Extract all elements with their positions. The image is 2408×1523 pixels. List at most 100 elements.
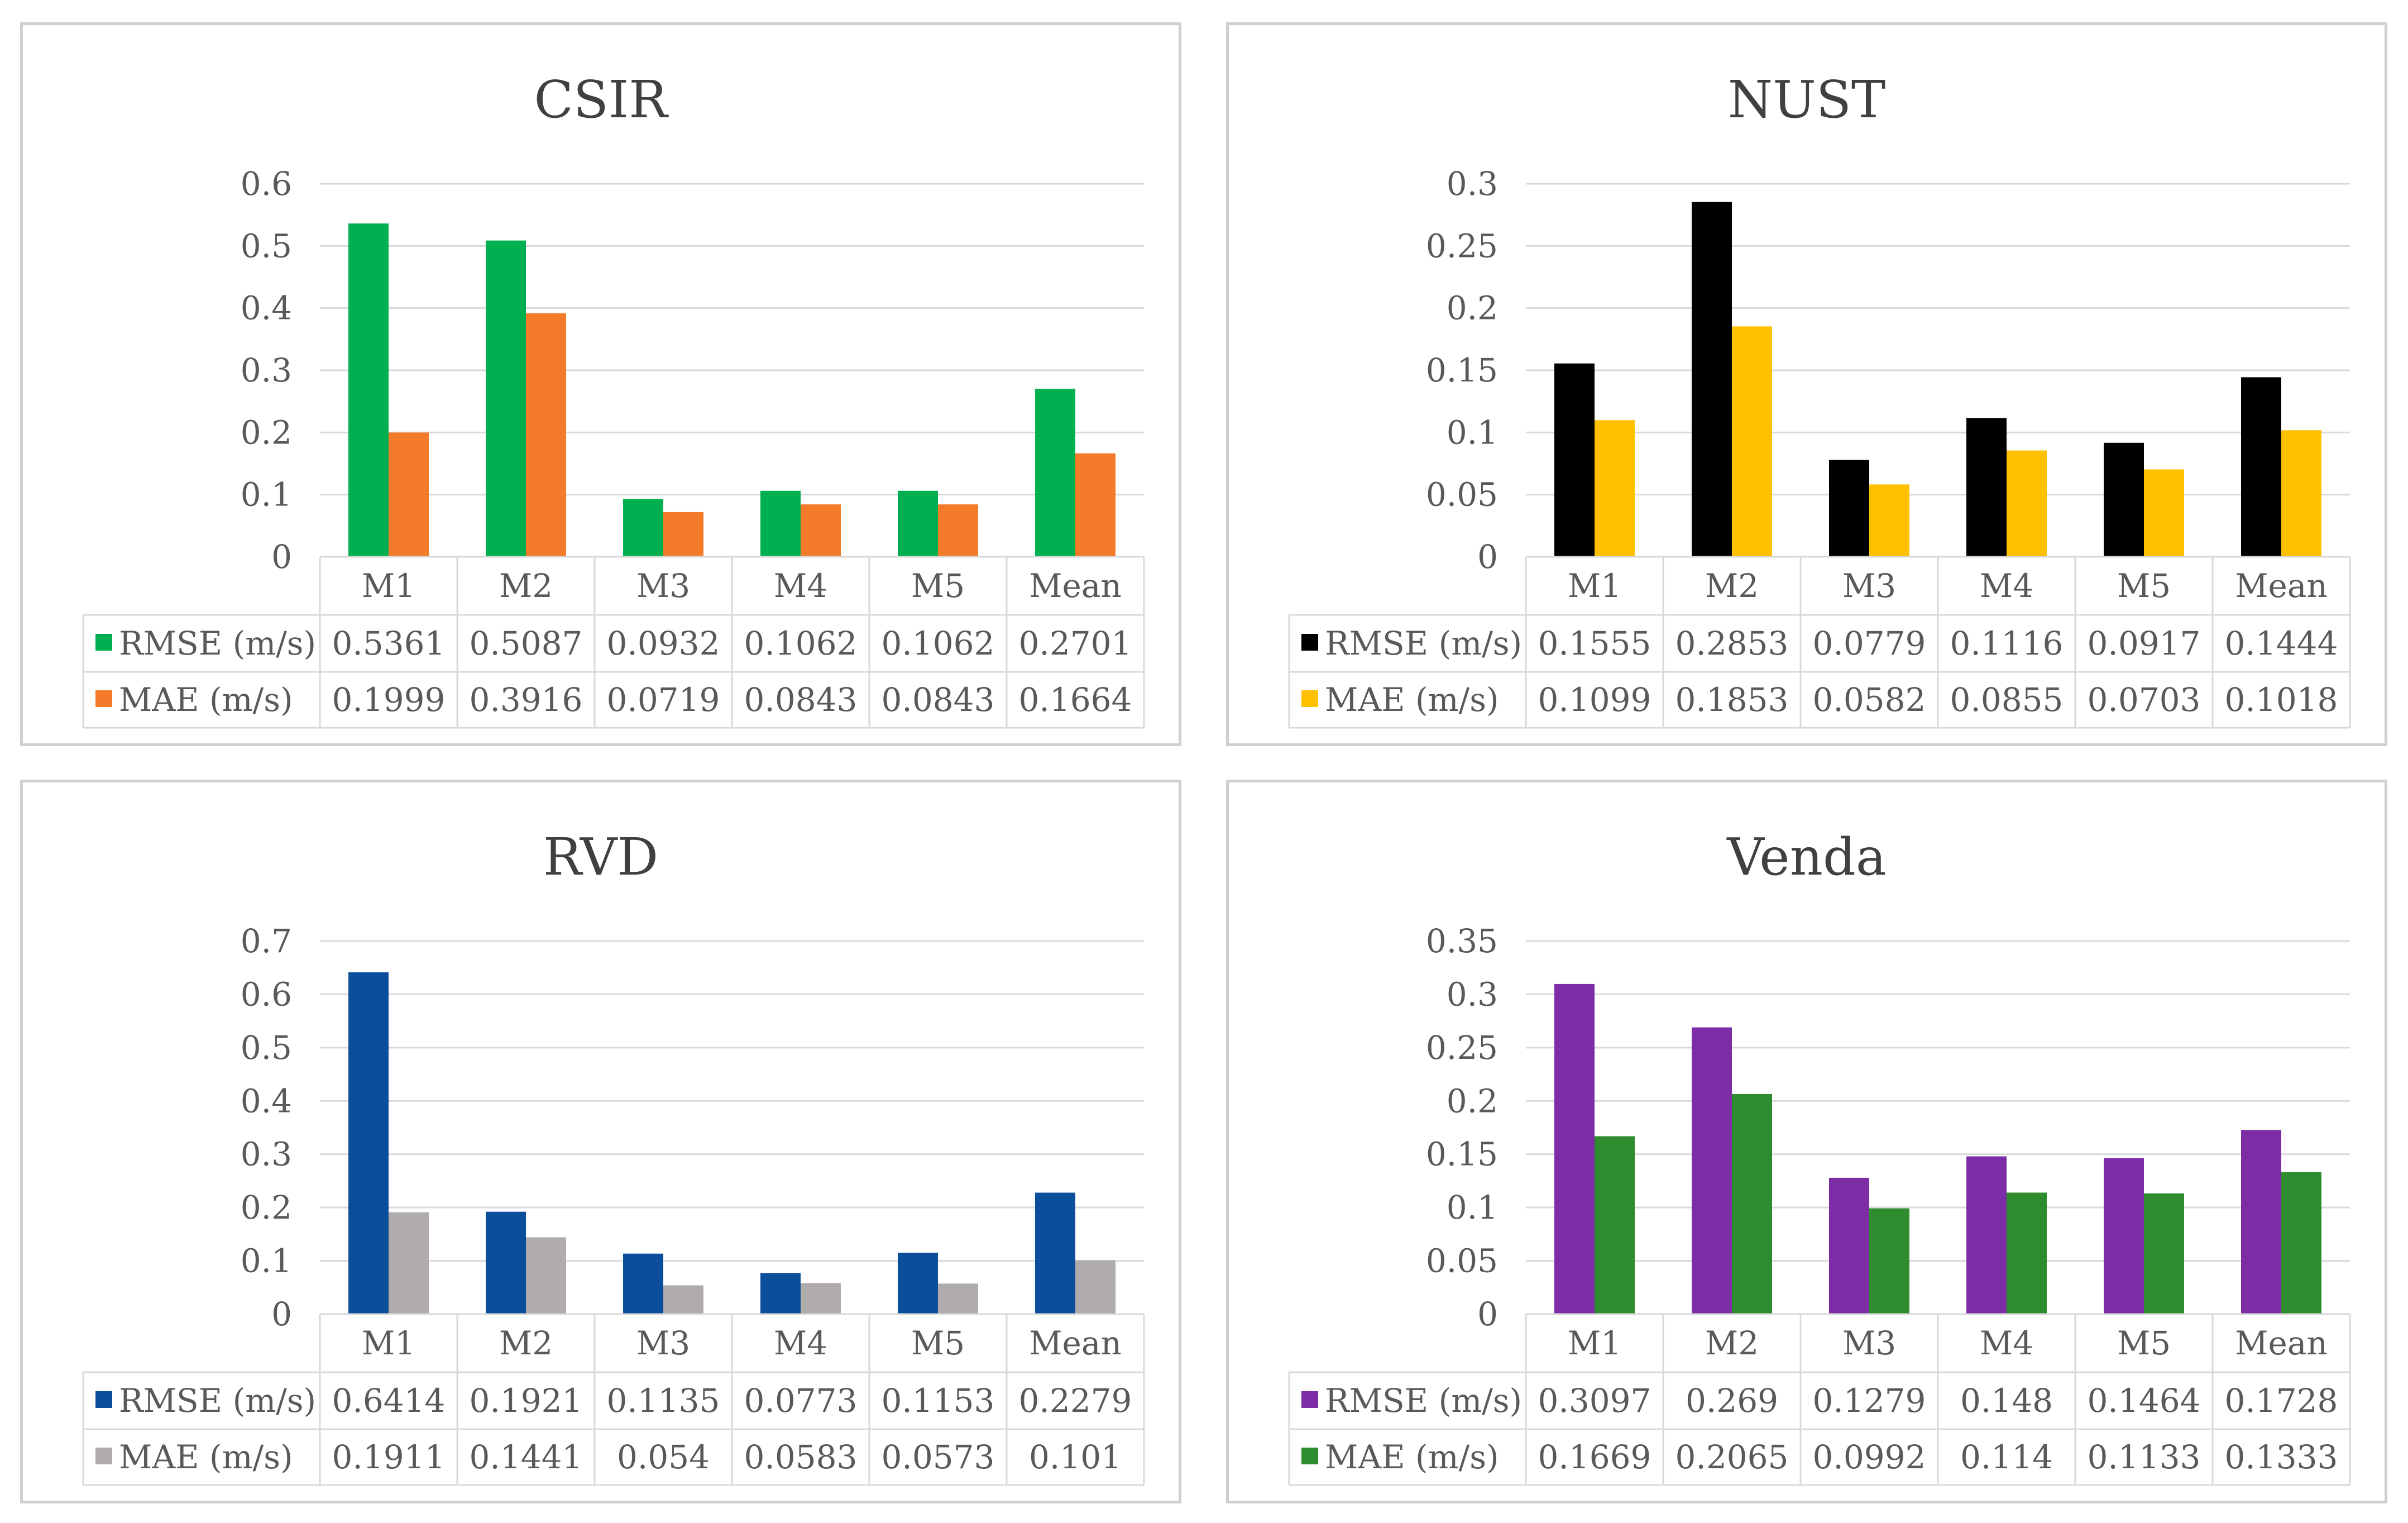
- bar-mae-mean: [1075, 453, 1116, 557]
- category-label: M2: [499, 567, 553, 605]
- y-tick-label: 0.6: [241, 975, 292, 1013]
- chart-svg-nust: NUST 0 0.05 0.1 0.15 0.2 0.25 0.3 M1 M2 M3 M4 M5 Mean…: [1288, 70, 2351, 729]
- y-tick-label: 0.2: [1447, 289, 1498, 327]
- bar-rmse-m5: [898, 490, 938, 557]
- legend-key-rmse: [95, 1391, 112, 1408]
- bar-mae-m5: [938, 504, 978, 557]
- legend-key-mae: [95, 1448, 112, 1464]
- data-value-label: 0.1116: [1950, 624, 2064, 662]
- legend-label: RMSE (m/s): [1325, 1382, 1522, 1420]
- chart-panel-nust: NUST 0 0.05 0.1 0.15 0.2 0.25 0.3 M1 M2 M3 M4 M5 Mean…: [1226, 22, 2387, 746]
- y-tick-label: 0.3: [1447, 975, 1498, 1013]
- category-label: M4: [774, 1324, 827, 1362]
- data-value-label: 0.0932: [607, 624, 720, 662]
- y-tick-label: 0.4: [241, 1082, 292, 1120]
- y-tick-label: 0.15: [1426, 351, 1498, 389]
- category-label: M2: [1705, 1324, 1759, 1362]
- legend-label: RMSE (m/s): [1325, 624, 1522, 662]
- data-value-label: 0.0582: [1813, 681, 1926, 719]
- bar-rmse-m3: [1829, 460, 1869, 557]
- bar-rmse-mean: [2241, 1130, 2281, 1314]
- y-tick-label: 0.3: [1447, 165, 1498, 203]
- data-value-label: 0.1555: [1538, 624, 1651, 662]
- bar-mae-m3: [1869, 1208, 1909, 1314]
- bar-rmse-m3: [623, 1253, 663, 1314]
- bar-mae-m1: [389, 1212, 429, 1314]
- data-value-label: 0.1062: [744, 624, 858, 662]
- category-label: M3: [636, 1324, 690, 1362]
- bar-rmse-m4: [1966, 1156, 2007, 1314]
- legend-key-rmse: [95, 634, 112, 651]
- legend-key-mae: [1301, 1448, 1318, 1464]
- legend-key-mae: [95, 690, 112, 707]
- data-value-label: 0.1279: [1813, 1382, 1926, 1420]
- legend-label: MAE (m/s): [119, 681, 293, 719]
- y-tick-label: 0.35: [1426, 922, 1498, 960]
- category-label: M2: [499, 1324, 553, 1362]
- y-tick-label: 0.2: [1447, 1082, 1498, 1120]
- data-value-label: 0.1018: [2225, 681, 2338, 719]
- bar-mae-m1: [389, 432, 429, 557]
- category-label: M5: [911, 1324, 965, 1362]
- data-value-label: 0.114: [1960, 1438, 2053, 1476]
- bar-mae-m3: [663, 1285, 703, 1314]
- y-tick-label: 0.3: [241, 1135, 292, 1173]
- bar-mae-m1: [1595, 420, 1635, 557]
- bar-rmse-m4: [760, 1273, 801, 1314]
- bar-rmse-m2: [1692, 202, 1732, 557]
- data-value-label: 0.2853: [1675, 624, 1789, 662]
- data-value-label: 0.1853: [1675, 681, 1789, 719]
- bar-rmse-m1: [1554, 983, 1595, 1314]
- bar-rmse-m3: [1829, 1177, 1869, 1314]
- data-value-label: 0.3097: [1538, 1382, 1651, 1420]
- data-value-label: 0.2279: [1019, 1382, 1132, 1420]
- data-value-label: 0.1133: [2088, 1438, 2201, 1476]
- y-tick-label: 0.25: [1426, 1029, 1498, 1067]
- data-value-label: 0.0703: [2088, 681, 2201, 719]
- category-label: Mean: [1029, 567, 1122, 605]
- bar-mae-m4: [2007, 1192, 2047, 1314]
- category-label: Mean: [1029, 1324, 1122, 1362]
- data-value-label: 0.5361: [332, 624, 446, 662]
- category-label: M5: [911, 567, 965, 605]
- category-label: M3: [636, 567, 690, 605]
- category-label: M4: [1980, 1324, 2033, 1362]
- data-value-label: 0.0719: [607, 681, 720, 719]
- data-value-label: 0.2065: [1675, 1438, 1789, 1476]
- bar-mae-m2: [526, 1237, 566, 1314]
- bar-mae-mean: [2281, 1172, 2321, 1314]
- bar-mae-m5: [2144, 1193, 2184, 1314]
- bar-rmse-m5: [898, 1252, 938, 1314]
- bar-mae-m3: [663, 512, 703, 557]
- chart-svg-rvd: RVD 0 0.1 0.2 0.3 0.4 0.5 0.6 0.7 M1 M2 M3 M4 M5 Mean R…: [82, 827, 1145, 1486]
- legend-key-mae: [1301, 690, 1318, 707]
- bar-rmse-m1: [1554, 363, 1595, 557]
- category-label: M1: [362, 567, 415, 605]
- legend-key-rmse: [1301, 634, 1318, 651]
- category-label: M3: [1842, 1324, 1896, 1362]
- legend-label: RMSE (m/s): [119, 1382, 316, 1420]
- chart-panel-rvd: RVD 0 0.1 0.2 0.3 0.4 0.5 0.6 0.7 M1 M2 M3 M4 M5 Mean R…: [20, 780, 1181, 1503]
- data-value-label: 0.0992: [1813, 1438, 1926, 1476]
- y-tick-label: 0.3: [241, 351, 292, 389]
- data-value-label: 0.0773: [744, 1382, 858, 1420]
- y-tick-label: 0.2: [241, 413, 292, 451]
- y-tick-label: 0.1: [1447, 413, 1498, 451]
- y-tick-label: 0.5: [241, 1029, 292, 1067]
- category-label: M4: [1980, 567, 2033, 605]
- bar-mae-mean: [1075, 1260, 1116, 1314]
- category-label: M1: [362, 1324, 415, 1362]
- category-label: Mean: [2235, 567, 2328, 605]
- y-tick-label: 0.5: [241, 227, 292, 265]
- bar-rmse-m2: [1692, 1027, 1732, 1314]
- y-tick-label: 0: [1477, 538, 1498, 576]
- y-tick-label: 0.15: [1426, 1135, 1498, 1173]
- bar-mae-m3: [1869, 484, 1909, 557]
- category-label: M1: [1568, 1324, 1621, 1362]
- data-value-label: 0.3916: [470, 681, 583, 719]
- data-value-label: 0.1153: [882, 1382, 995, 1420]
- data-value-label: 0.1135: [607, 1382, 720, 1420]
- bar-mae-m2: [1732, 1094, 1772, 1314]
- data-value-label: 0.054: [617, 1438, 710, 1476]
- data-value-label: 0.1464: [2088, 1382, 2201, 1420]
